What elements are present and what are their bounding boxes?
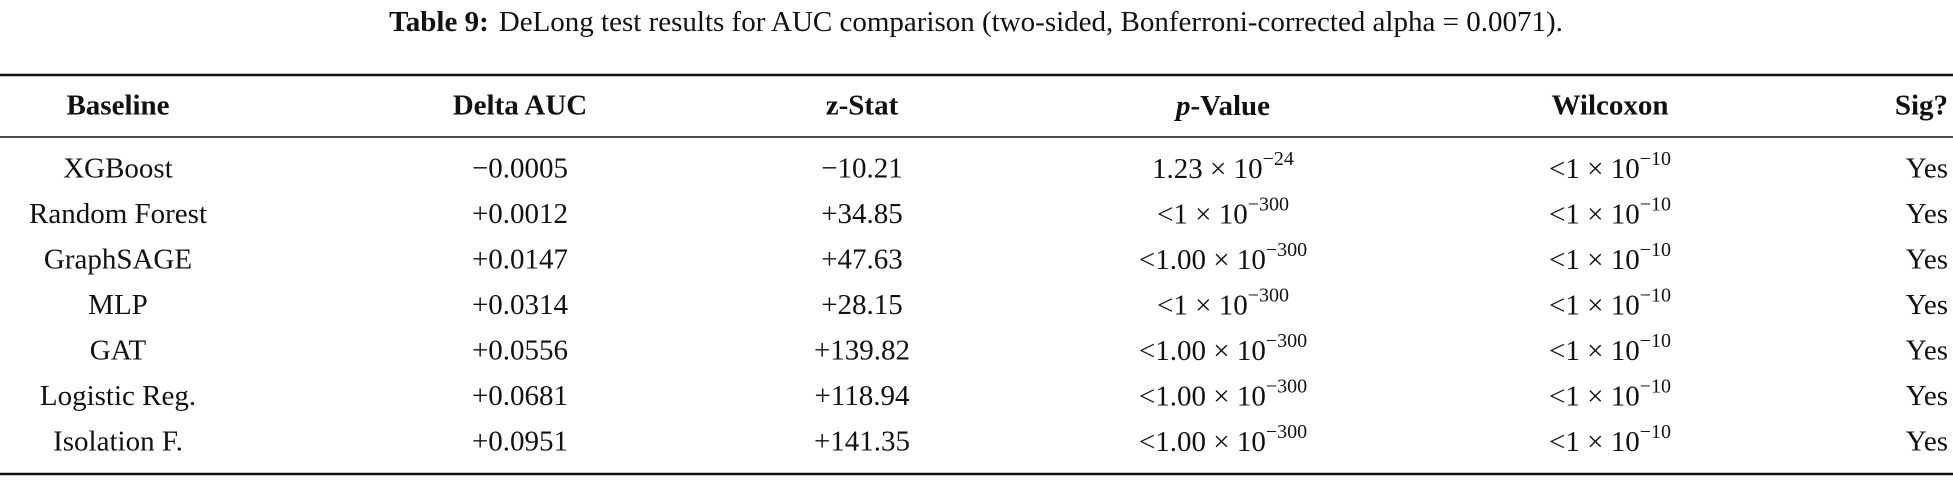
cell: Yes: [1906, 426, 1948, 458]
cell: Random Forest: [29, 198, 207, 230]
cell: −0.0005: [472, 153, 568, 185]
cell-exponent: −300: [1248, 193, 1289, 215]
cell: XGBoost: [63, 153, 173, 185]
cell-exponent: −10: [1640, 193, 1671, 215]
cell: <1 × 10−300: [1157, 193, 1289, 230]
cell-base: <1 × 10: [1157, 289, 1248, 321]
cell-base: <1 × 10: [1549, 426, 1640, 458]
caption: Table 9: DeLong test results for AUC comp…: [389, 6, 1563, 38]
cell: Yes: [1906, 289, 1948, 321]
cell: +0.0556: [472, 335, 568, 367]
cell: Yes: [1906, 244, 1948, 276]
cell: <1.00 × 10−300: [1139, 330, 1307, 367]
cell: <1 × 10−10: [1549, 375, 1671, 412]
cell: +0.0314: [472, 289, 569, 321]
cell-base: <1.00 × 10: [1139, 380, 1266, 412]
cell: GraphSAGE: [44, 244, 192, 276]
cell: <1.00 × 10−300: [1139, 421, 1307, 458]
cell-base: <1 × 10: [1157, 198, 1248, 230]
cell: 1.23 × 10−24: [1152, 148, 1294, 185]
cell: −10.21: [821, 153, 903, 185]
cell-exponent: −10: [1640, 284, 1671, 306]
cell-base: <1.00 × 10: [1139, 244, 1266, 276]
cell: +118.94: [814, 380, 910, 412]
cell: +139.82: [814, 335, 910, 367]
cell-base: <1 × 10: [1549, 153, 1640, 185]
cell-base: <1.00 × 10: [1139, 426, 1266, 458]
cell-exponent: −300: [1248, 284, 1289, 306]
cell: Yes: [1906, 335, 1948, 367]
cell-base: <1 × 10: [1549, 198, 1640, 230]
cell: +34.85: [821, 198, 903, 230]
cell-base: <1 × 10: [1549, 289, 1640, 321]
cell: <1.00 × 10−300: [1139, 375, 1307, 412]
cell-exponent: −300: [1266, 375, 1307, 397]
cell: Yes: [1906, 198, 1948, 230]
cell-exponent: −10: [1640, 148, 1671, 170]
cell-exponent: −300: [1266, 330, 1307, 352]
cell-exponent: −10: [1640, 375, 1671, 397]
cell: +0.0147: [472, 244, 568, 276]
column-header: Wilcoxon: [1551, 90, 1668, 122]
column-header: z-Stat: [826, 90, 899, 122]
cell: <1 × 10−300: [1157, 284, 1289, 321]
cell-exponent: −24: [1263, 148, 1294, 170]
column-header: p-Value: [1173, 90, 1270, 122]
cell: +47.63: [821, 244, 903, 276]
cell-exponent: −10: [1640, 421, 1671, 443]
cell: <1 × 10−10: [1549, 148, 1671, 185]
cell: <1 × 10−10: [1549, 330, 1671, 367]
cell: GAT: [90, 335, 147, 367]
cell-exponent: −300: [1266, 421, 1307, 443]
column-header: Baseline: [66, 90, 169, 122]
cell-base: <1.00 × 10: [1139, 335, 1266, 367]
caption-label: Table 9:: [389, 6, 489, 38]
cell-base: <1 × 10: [1549, 244, 1640, 276]
cell: <1.00 × 10−300: [1139, 239, 1307, 276]
cell: Logistic Reg.: [40, 380, 196, 412]
cell: <1 × 10−10: [1549, 421, 1671, 458]
cell: +0.0681: [472, 380, 568, 412]
cell: Yes: [1906, 153, 1948, 185]
cell: Isolation F.: [53, 426, 183, 458]
cell-base: <1 × 10: [1549, 335, 1640, 367]
cell: Yes: [1906, 380, 1948, 412]
column-header: Sig?: [1895, 90, 1948, 122]
caption-text: DeLong test results for AUC comparison (…: [499, 6, 1563, 38]
cell-base: 1.23 × 10: [1152, 153, 1263, 185]
cell: <1 × 10−10: [1549, 193, 1671, 230]
cell: MLP: [88, 289, 148, 321]
header-variable: p: [1173, 90, 1191, 122]
cell: <1 × 10−10: [1549, 239, 1671, 276]
cell-base: <1 × 10: [1549, 380, 1640, 412]
cell-exponent: −300: [1266, 239, 1307, 261]
cell-exponent: −10: [1640, 239, 1671, 261]
cell: +0.0012: [472, 198, 568, 230]
cell-exponent: −10: [1640, 330, 1671, 352]
cell: <1 × 10−10: [1549, 284, 1671, 321]
header-text: -Value: [1191, 90, 1271, 122]
cell: +28.15: [821, 289, 903, 321]
cell: +141.35: [814, 426, 910, 458]
column-header: Delta AUC: [453, 90, 588, 122]
cell: +0.0951: [472, 426, 568, 458]
